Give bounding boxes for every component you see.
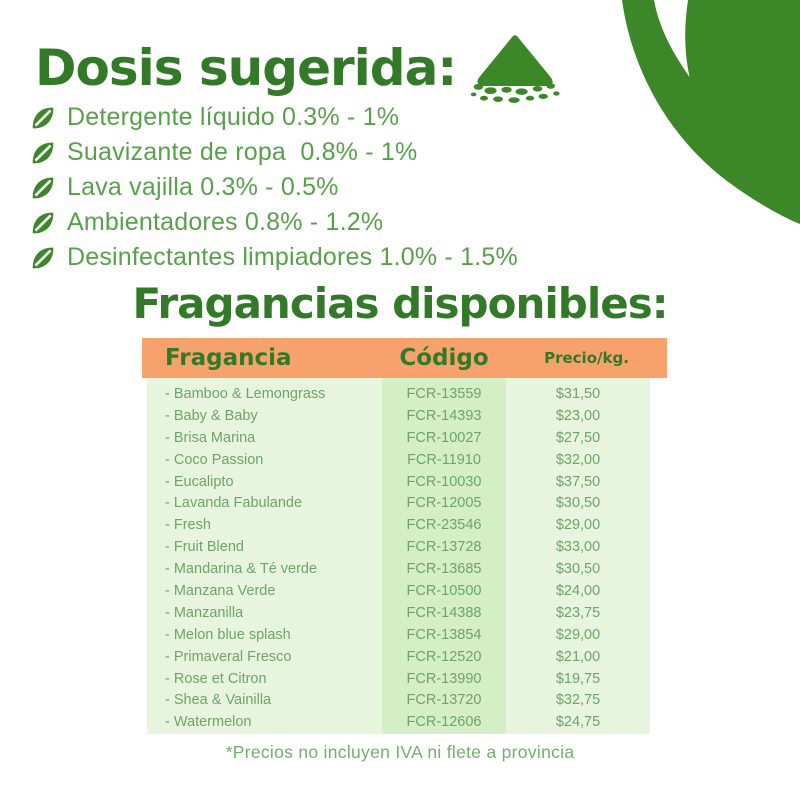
dosage-item-label: Lava vajilla 0.3% - 0.5%: [67, 173, 339, 201]
dosage-item: Detergente líquido 0.3% - 1%: [30, 100, 518, 135]
fragrance-name-cell: - Rose et Citron: [165, 670, 267, 687]
fragrance-code-cell: FCR-23546: [382, 515, 506, 538]
fragrance-price-cell: $31,50: [555, 386, 601, 402]
fragrance-code-cell: FCR-12520: [382, 646, 506, 669]
fragrance-price-cell: $37,50: [555, 473, 601, 490]
fragrance-price-cell: $33,00: [555, 539, 601, 556]
fragrance-name-cell: - Mandarina & Té verde: [165, 561, 318, 578]
dosage-item-label: Ambientadores 0.8% - 1.2%: [67, 208, 384, 236]
fragrance-code-cell: FCR-13854: [382, 624, 506, 647]
fragrance-name-cell: - Fruit Blend: [165, 539, 244, 556]
fragrance-price-cell: $29,00: [555, 517, 601, 534]
dosage-item-label: Suavizante de ropa 0.8% - 1%: [67, 138, 418, 166]
footnote: *Precios no incluyen IVA ni flete a prov…: [225, 742, 575, 762]
dosage-item: Suavizante de ropa 0.8% - 1%: [30, 135, 518, 170]
table-row: - Coco Passion FCR-11910 $32,00: [147, 449, 650, 472]
fragrance-name-cell: - Fresh: [165, 517, 211, 534]
fragrance-price-cell: $30,50: [555, 495, 601, 512]
fragrance-code-cell: FCR-10027: [382, 427, 506, 450]
column-header-codigo: Código: [399, 345, 489, 371]
fragrance-name-cell: - Eucalipto: [165, 473, 234, 490]
dosage-item-label: Detergente líquido 0.3% - 1%: [67, 103, 400, 131]
fragrance-code-cell: FCR-14393: [382, 405, 506, 428]
fragrance-name-cell: - Coco Passion: [165, 451, 264, 468]
table-row: - Fresh FCR-23546 $29,00: [147, 515, 650, 538]
fragrance-code-cell: FCR-11910: [382, 449, 506, 472]
table-body-padding-top: [147, 378, 650, 384]
fragrance-name-cell: - Baby & Baby: [165, 407, 258, 424]
fragrance-code-cell: FCR-12606: [382, 712, 506, 735]
fragrance-price-cell: $27,50: [555, 429, 601, 446]
leaf-icon: [32, 107, 54, 128]
fragrance-price-cell: $23,75: [555, 604, 601, 621]
fragrance-code-cell: FCR-10030: [382, 471, 506, 494]
fragrance-price-cell: $24,75: [555, 714, 601, 731]
leaf-icon: [32, 212, 54, 233]
fragrance-name-cell: - Shea & Vainilla: [165, 692, 272, 709]
table-row: - Mandarina & Té verde FCR-13685 $30,50: [147, 559, 650, 582]
dosage-item: Desinfectantes limpiadores 1.0% - 1.5%: [30, 240, 518, 275]
fragrance-price-cell: $24,00: [555, 583, 601, 600]
table-row: - Brisa Marina FCR-10027 $27,50: [147, 427, 650, 450]
fragrance-name-cell: - Bamboo & Lemongrass: [165, 386, 326, 402]
fragrance-code-cell: FCR-10500: [382, 581, 506, 603]
table-header-row: Fragancia Código Precio/kg.: [142, 338, 667, 378]
table-row: - Baby & Baby FCR-14393 $23,00: [147, 405, 650, 428]
fragrance-price-cell: $19,75: [555, 670, 601, 687]
column-header-fragancia: Fragancia: [165, 345, 292, 371]
dosage-item-label: Desinfectantes limpiadores 1.0% - 1.5%: [67, 243, 518, 271]
leaf-icon: [32, 142, 54, 163]
fragrance-code-cell: FCR-13728: [382, 537, 506, 560]
table-row: - Primaveral Fresco FCR-12520 $21,00: [147, 646, 650, 669]
leaf-icon: [32, 247, 54, 268]
fragrances-heading: Fragancias disponibles:: [132, 279, 668, 328]
powder-pile-icon: [471, 35, 560, 103]
fragrance-code-cell: FCR-13990: [382, 668, 506, 691]
table-row: - Watermelon FCR-12606 $24,75: [147, 712, 650, 735]
fragrance-price-cell: $32,00: [555, 451, 601, 468]
fragrance-table: Fragancia Código Precio/kg. - Bamboo & L…: [142, 338, 667, 735]
dosage-item: Lava vajilla 0.3% - 0.5%: [30, 170, 518, 205]
table-row: - Bamboo & Lemongrass FCR-13559 $31,50: [147, 384, 650, 406]
fragrance-code-cell: FCR-13685: [382, 559, 506, 582]
fragrance-code-cell: FCR-13559: [382, 384, 506, 406]
fragrance-name-cell: - Manzanilla: [165, 604, 244, 621]
fragrance-name-cell: - Brisa Marina: [165, 429, 256, 446]
fragrance-name-cell: - Melon blue splash: [165, 626, 291, 643]
page-title: Dosis sugerida:: [35, 39, 457, 97]
table-row: - Shea & Vainilla FCR-13720 $32,75: [147, 690, 650, 713]
fragrance-table-body: - Bamboo & Lemongrass FCR-13559 $31,50 -…: [147, 378, 650, 735]
fragrance-price-cell: $30,50: [555, 561, 601, 578]
fragrance-name-cell: - Manzana Verde: [165, 583, 276, 600]
fragrance-name-cell: - Lavanda Fabulande: [165, 495, 303, 512]
table-row: - Manzana Verde FCR-10500 $24,00: [147, 581, 650, 603]
fragrance-name-cell: - Primaveral Fresco: [165, 648, 292, 665]
table-row: - Fruit Blend FCR-13728 $33,00: [147, 537, 650, 560]
table-row: - Eucalipto FCR-10030 $37,50: [147, 471, 650, 494]
column-header-precio: Precio/kg.: [544, 349, 629, 367]
dosage-list: Detergente líquido 0.3% - 1% Suavizante …: [30, 100, 518, 275]
dosage-item: Ambientadores 0.8% - 1.2%: [30, 205, 518, 240]
fragrance-price-cell: $21,00: [555, 648, 601, 665]
fragrance-price-cell: $29,00: [555, 626, 601, 643]
fragrance-code-cell: FCR-14388: [382, 602, 506, 625]
leaf-icon: [32, 177, 54, 198]
table-row: - Lavanda Fabulande FCR-12005 $30,50: [147, 493, 650, 516]
table-row: - Manzanilla FCR-14388 $23,75: [147, 602, 650, 625]
fragrance-price-cell: $23,00: [555, 407, 601, 424]
title-row: Dosis sugerida:: [35, 26, 562, 110]
fragrance-code-cell: FCR-12005: [382, 493, 506, 516]
table-row: - Melon blue splash FCR-13854 $29,00: [147, 624, 650, 647]
fragrance-price-cell: $32,75: [555, 692, 601, 709]
fragrance-code-cell: FCR-13720: [382, 690, 506, 713]
table-row: - Rose et Citron FCR-13990 $19,75: [147, 668, 650, 691]
fragrance-name-cell: - Watermelon: [165, 714, 252, 731]
corner-leaf-decoration: [622, 0, 800, 224]
